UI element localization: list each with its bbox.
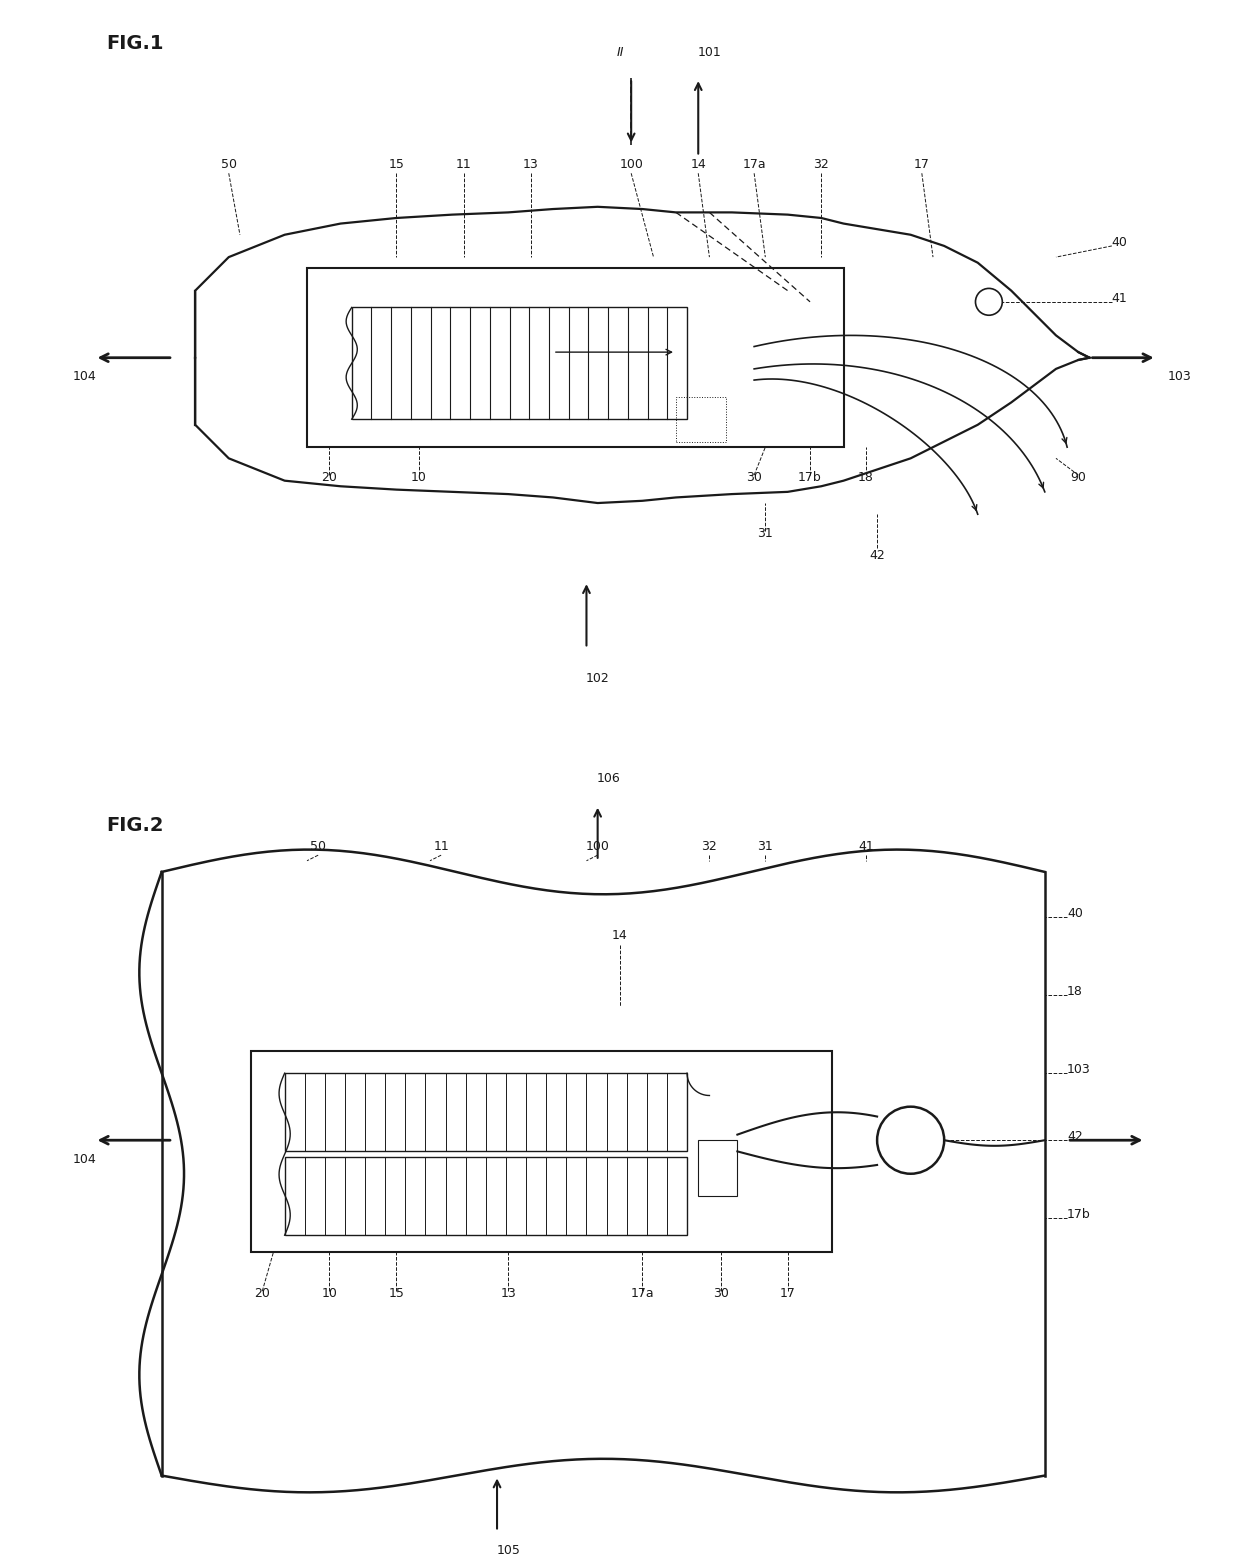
Text: 40: 40: [1068, 906, 1083, 920]
Text: 40: 40: [1112, 236, 1127, 249]
Text: 104: 104: [72, 369, 95, 383]
Text: 42: 42: [1068, 1130, 1083, 1142]
Text: 15: 15: [388, 1286, 404, 1299]
Text: 101: 101: [698, 45, 722, 59]
Text: 50: 50: [221, 158, 237, 171]
Text: 103: 103: [1068, 1063, 1091, 1077]
Text: 17a: 17a: [631, 1286, 655, 1299]
Bar: [352, 307, 687, 419]
Bar: [308, 268, 843, 448]
Text: 31: 31: [758, 839, 774, 853]
Text: 17b: 17b: [1068, 1208, 1091, 1221]
Text: 105: 105: [496, 1543, 520, 1557]
Text: 10: 10: [410, 471, 427, 484]
Text: 17a: 17a: [743, 158, 766, 171]
Text: 17: 17: [780, 1286, 796, 1299]
Text: 32: 32: [813, 158, 830, 171]
Text: 100: 100: [585, 839, 610, 853]
Text: 30: 30: [713, 1286, 729, 1299]
Bar: [285, 1157, 687, 1235]
Bar: [252, 1050, 832, 1252]
Text: 14: 14: [691, 158, 706, 171]
Text: 90: 90: [1070, 471, 1086, 484]
Text: 20: 20: [254, 1286, 270, 1299]
Text: 20: 20: [321, 471, 337, 484]
Text: 50: 50: [310, 839, 326, 853]
Text: 104: 104: [72, 1152, 95, 1166]
Text: 103: 103: [1168, 369, 1192, 383]
Bar: [676, 398, 727, 441]
Text: 13: 13: [523, 158, 538, 171]
Text: 106: 106: [596, 773, 621, 786]
Text: 31: 31: [758, 526, 774, 540]
Text: 41: 41: [1112, 291, 1127, 305]
Text: 100: 100: [619, 158, 644, 171]
Text: II: II: [616, 45, 624, 59]
Text: 41: 41: [858, 839, 874, 853]
Text: 30: 30: [746, 471, 763, 484]
Text: 32: 32: [702, 839, 717, 853]
Text: 11: 11: [433, 839, 449, 853]
Text: 42: 42: [869, 549, 885, 562]
Text: 10: 10: [321, 1286, 337, 1299]
Text: 15: 15: [388, 158, 404, 171]
Text: 13: 13: [500, 1286, 516, 1299]
Text: 18: 18: [1068, 984, 1083, 998]
Text: FIG.2: FIG.2: [105, 815, 164, 836]
Text: 11: 11: [455, 158, 471, 171]
Text: FIG.1: FIG.1: [105, 33, 164, 53]
Text: 17: 17: [914, 158, 930, 171]
Text: 14: 14: [613, 930, 627, 942]
Bar: [698, 1141, 738, 1196]
Text: 18: 18: [858, 471, 874, 484]
Bar: [285, 1074, 687, 1152]
Text: 102: 102: [585, 671, 610, 685]
Text: 17b: 17b: [799, 471, 822, 484]
